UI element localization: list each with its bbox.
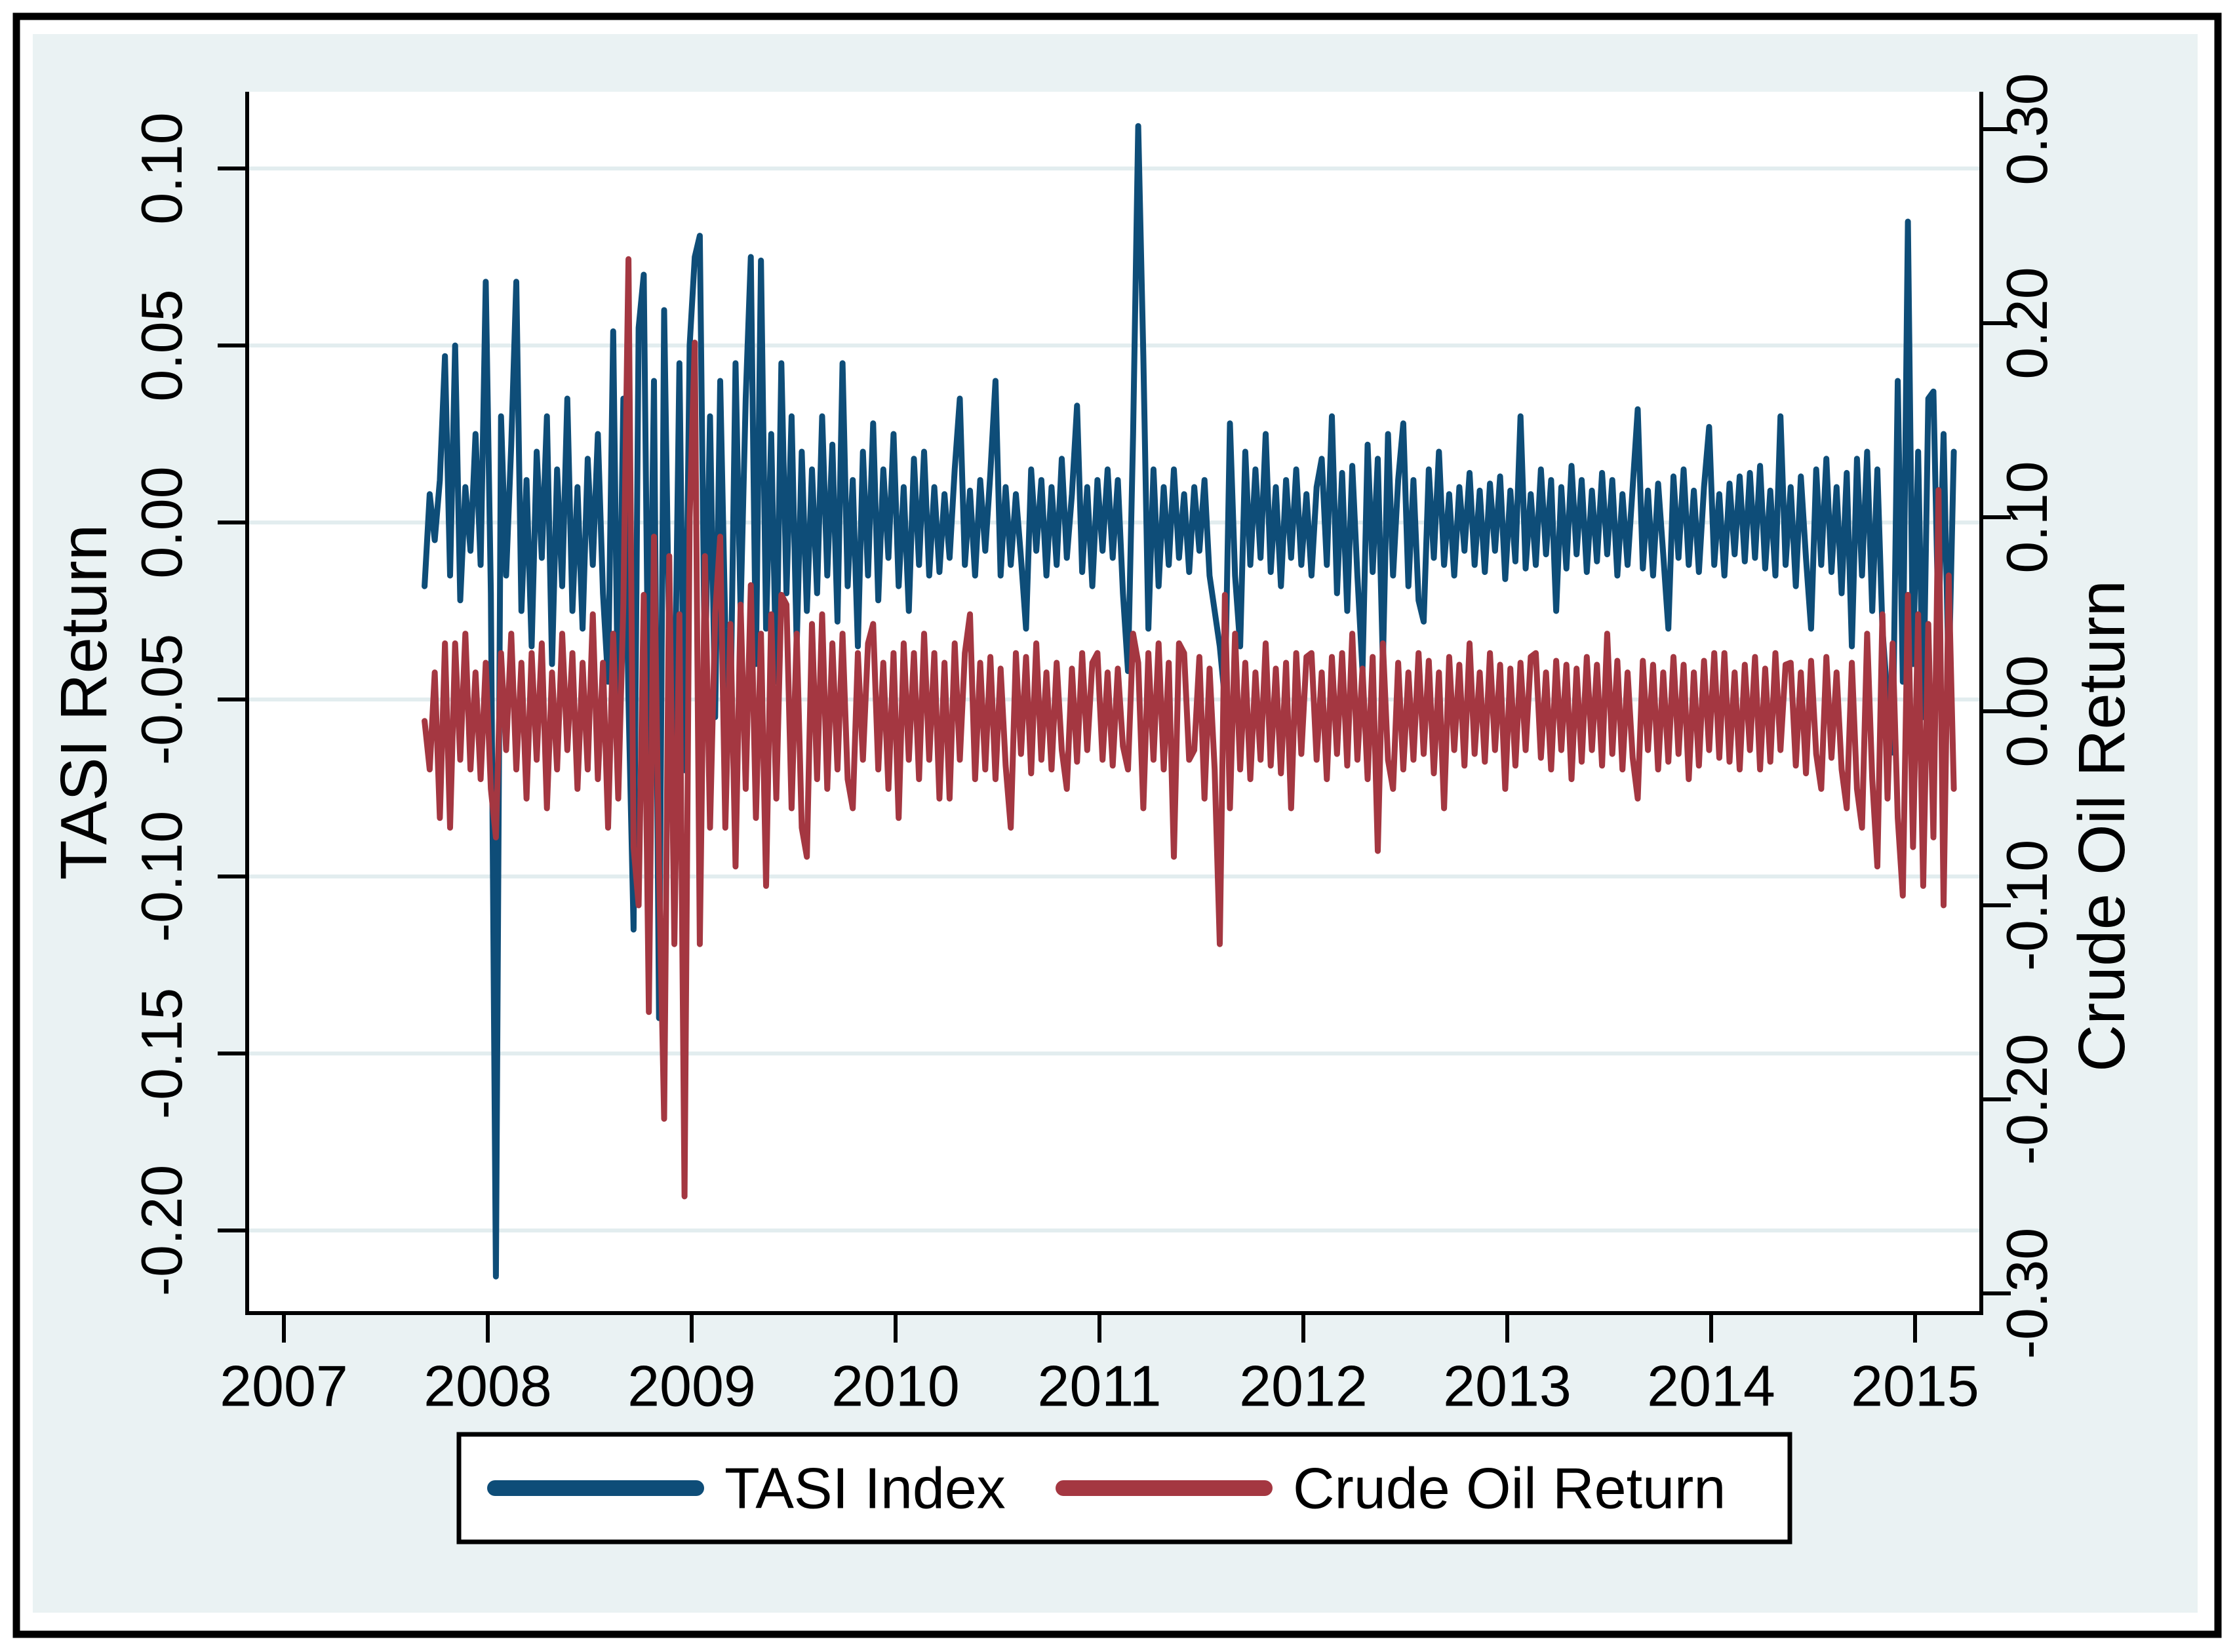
x-tick-label-2010: 2010 <box>831 1354 960 1419</box>
left-tick-label--0.05: -0.05 <box>129 634 194 766</box>
x-tick-label-2012: 2012 <box>1239 1354 1368 1419</box>
legend-label-tasi: TASI Index <box>724 1456 1006 1521</box>
left-tick-label-0.10: 0.10 <box>129 112 194 224</box>
left-axis-title: TASI Return <box>47 524 121 880</box>
right-tick-label-0.30: 0.30 <box>1994 73 2059 185</box>
right-tick-label-0.20: 0.20 <box>1994 267 2059 379</box>
left-tick-label-0.05: 0.05 <box>129 289 194 401</box>
left-tick-label--0.10: -0.10 <box>129 811 194 943</box>
x-tick-label-2014: 2014 <box>1647 1354 1775 1419</box>
outer-frame <box>12 12 2222 1638</box>
x-tick-label-2007: 2007 <box>220 1354 348 1419</box>
x-tick-label-2009: 2009 <box>627 1354 756 1419</box>
axis-lines <box>245 92 1983 1315</box>
x-tick-label-2015: 2015 <box>1851 1354 1979 1419</box>
tick-marks <box>218 127 2011 1343</box>
left-tick-label-0.00: 0.00 <box>129 466 194 578</box>
right-axis-title: Crude Oil Return <box>2065 580 2139 1072</box>
x-tick-label-2013: 2013 <box>1443 1354 1572 1419</box>
right-tick-label-0.10: 0.10 <box>1994 461 2059 573</box>
series-group <box>422 123 1957 1280</box>
x-tick-label-2008: 2008 <box>424 1354 552 1419</box>
left-tick-label--0.15: -0.15 <box>129 988 194 1120</box>
left-tick-label--0.20: -0.20 <box>129 1165 194 1297</box>
legend: TASI Index Crude Oil Return <box>456 1432 1792 1544</box>
right-tick-label--0.20: -0.20 <box>1994 1034 2059 1166</box>
x-tick-label-2011: 2011 <box>1037 1354 1161 1419</box>
right-tick-label-0.00: 0.00 <box>1994 655 2059 767</box>
tasi-series-line <box>422 123 1957 1280</box>
tick-labels: 0.10 0.05 0.00 -0.05 -0.10 -0.15 -0.20 0.30 0.20… <box>129 73 2059 1418</box>
oil-series-line <box>422 256 1957 1200</box>
legend-label-oil: Crude Oil Return <box>1293 1456 1726 1521</box>
right-tick-label--0.10: -0.10 <box>1994 840 2059 972</box>
right-tick-label--0.30: -0.30 <box>1994 1228 2059 1360</box>
